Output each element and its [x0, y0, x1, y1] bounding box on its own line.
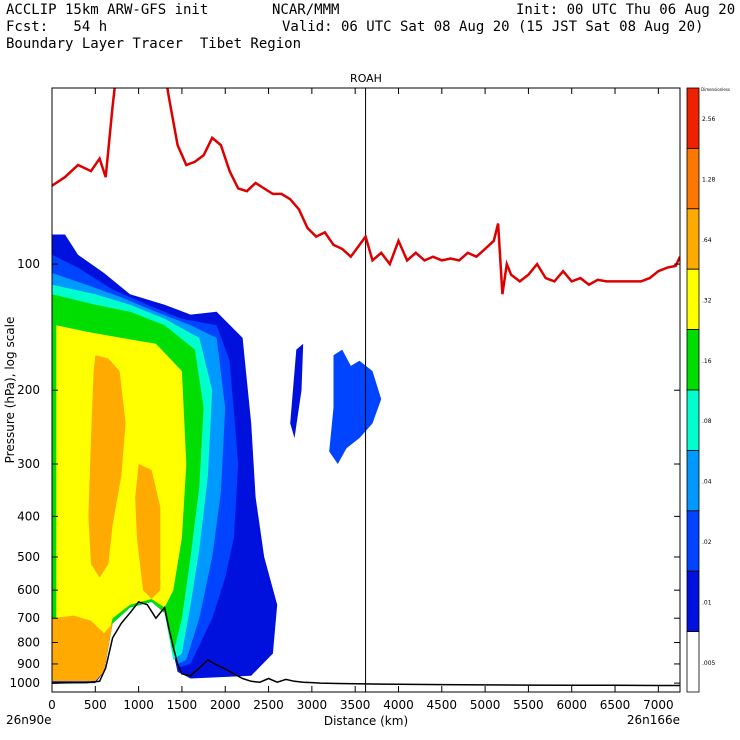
y-tick-label: 100: [17, 257, 40, 271]
colorbar-title: Dimensionless: [701, 87, 730, 92]
valid-time: Valid: 06 UTC Sat 08 Aug 20 (15 JST Sat …: [282, 19, 704, 35]
tracer-region-9: [52, 615, 113, 682]
y-tick-label: 700: [17, 611, 40, 625]
colorbar-label: .02: [702, 539, 712, 546]
x-tick-label: 2500: [253, 698, 284, 712]
colorbar-label: .32: [702, 297, 712, 304]
colorbar-label: .08: [702, 418, 712, 425]
colorbar-swatch: [686, 268, 700, 331]
organization-label: NCAR/MMM: [272, 2, 340, 18]
x-start-label: 26n90e: [6, 713, 52, 727]
y-tick-label: 500: [17, 550, 40, 564]
x-tick-label: 5500: [513, 698, 544, 712]
x-tick-label: 3000: [297, 698, 328, 712]
colorbar-swatch: [686, 510, 700, 572]
tropopause-line: [52, 88, 680, 295]
y-tick-label: 1000: [9, 676, 40, 690]
colorbar-swatch: [686, 570, 700, 633]
chart-title: ROAH: [350, 72, 382, 85]
x-tick-label: 4000: [383, 698, 414, 712]
x-tick-label: 500: [84, 698, 107, 712]
line-layer: [52, 88, 680, 692]
x-axis: 0 500 1000 1500 2000 2500 3000 3500 4000 4500 5000…: [48, 88, 674, 712]
x-tick-label: 3500: [340, 698, 371, 712]
terrain-line: [52, 601, 680, 687]
x-tick-label: 2000: [210, 698, 241, 712]
y-tick-label: 200: [17, 383, 40, 397]
colorbar-label: 1.28: [702, 177, 716, 184]
colorbar-label: .64: [702, 237, 712, 244]
colorbar-swatch: [686, 449, 700, 512]
forecast-hour: Fcst: 54 h: [6, 19, 108, 35]
y-tick-label: 600: [17, 583, 40, 597]
x-tick-label: 7000: [643, 698, 674, 712]
init-time: Init: 00 UTC Thu 06 Aug 20: [516, 2, 736, 18]
colorbar-label: .005: [702, 660, 716, 667]
colorbar: 2.56 1.28 .64 .32 .16 .08 .04 .02 .01 .005 Dimensi…: [686, 87, 730, 693]
model-title: ACCLIP 15km ARW-GFS init: [6, 2, 209, 18]
tracer-region-7: [88, 355, 126, 578]
y-tick-label: 300: [17, 457, 40, 471]
tracer-region-10: [329, 349, 382, 464]
x-end-label: 26n166e: [627, 713, 680, 727]
colorbar-swatch: [686, 87, 700, 149]
colorbar-swatch: [686, 389, 700, 451]
colorbar-label: 2.56: [702, 116, 716, 123]
x-tick-label: 4500: [427, 698, 458, 712]
colorbar-swatch: [686, 147, 700, 210]
colorbar-label: .01: [702, 599, 712, 606]
x-tick-label: 6000: [556, 698, 587, 712]
colorbar-swatch: [686, 329, 700, 391]
y-tick-label: 900: [17, 657, 40, 671]
y-tick-label: 400: [17, 509, 40, 523]
tracer-region-8: [135, 464, 161, 599]
colorbar-swatch: [686, 631, 700, 693]
y-tick-label: 800: [17, 636, 40, 650]
y-axis-label: Pressure (hPa), log scale: [3, 317, 17, 464]
y-axis: 1000 900 800 700 600 500 400 300 200 100: [9, 257, 680, 690]
colorbar-label: .04: [702, 479, 712, 486]
x-tick-label: 1000: [123, 698, 154, 712]
tracer-region-11: [290, 343, 304, 438]
x-tick-label: 0: [48, 698, 56, 712]
colorbar-label: .16: [702, 358, 712, 365]
x-tick-label: 1500: [167, 698, 198, 712]
colorbar-swatch: [686, 208, 700, 270]
tracer-field: [52, 234, 382, 684]
x-tick-label: 5000: [470, 698, 501, 712]
product-title: Boundary Layer Tracer Tibet Region: [6, 36, 302, 52]
x-tick-label: 6500: [600, 698, 631, 712]
x-axis-label: Distance (km): [324, 714, 408, 728]
